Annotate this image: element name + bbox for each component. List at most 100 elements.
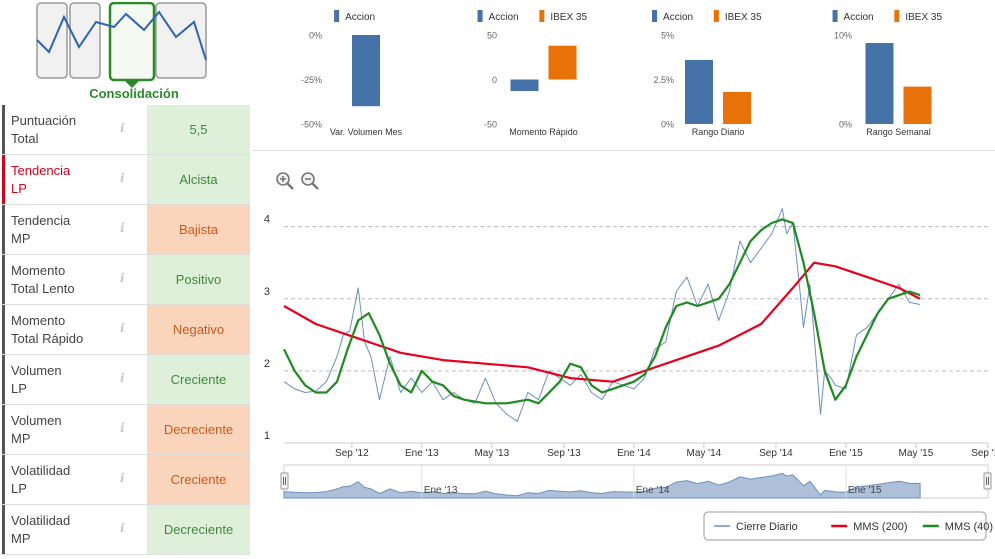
indicator-label-line1: Momento bbox=[11, 263, 66, 278]
legend-label: IBEX 35 bbox=[905, 12, 942, 23]
row-divider bbox=[2, 554, 250, 555]
indicator-label: Volumen LP bbox=[2, 355, 146, 404]
bar-ibex-35 bbox=[548, 45, 577, 80]
indicator-label: Momento Total Rápido bbox=[2, 305, 146, 354]
legend-label: Accion bbox=[489, 12, 519, 23]
indicator-label: Volatilidad LP bbox=[2, 455, 146, 504]
bar-ibex-35 bbox=[723, 91, 751, 124]
indicator-row: Volatilidad LP i Creciente bbox=[2, 455, 250, 505]
legend-label[interactable]: Cierre Diario bbox=[736, 521, 798, 533]
indicator-label-line1: Volatilidad bbox=[11, 513, 71, 528]
indicator-value: Decreciente bbox=[147, 505, 250, 554]
y-tick-label: 10% bbox=[834, 31, 852, 41]
indicator-row: Volumen MP i Decreciente bbox=[2, 405, 250, 455]
indicator-label: Momento Total Lento bbox=[2, 255, 146, 304]
x-tick-label: Sep '12 bbox=[335, 448, 369, 459]
y-tick-label: 0 bbox=[492, 75, 497, 85]
legend-label: Accion bbox=[663, 12, 693, 23]
indicator-label-line1: Volumen bbox=[11, 413, 62, 428]
legend-swatch bbox=[539, 10, 545, 22]
y-tick-label: 2.5% bbox=[653, 75, 674, 85]
indicator-value: Alcista bbox=[147, 155, 250, 204]
y-tick-label: 3 bbox=[264, 286, 270, 298]
navigator-label: Ene '13 bbox=[424, 485, 458, 496]
indicator-label-line2: LP bbox=[11, 481, 27, 496]
legend-label[interactable]: MMS (200) bbox=[853, 521, 907, 533]
y-tick-label: 5% bbox=[661, 31, 674, 41]
indicator-label-line2: Total Lento bbox=[11, 281, 75, 296]
indicator-label: Tendencia LP bbox=[2, 155, 146, 204]
indicator-row: Tendencia LP i Alcista bbox=[2, 155, 250, 205]
legend-label[interactable]: MMS (40) bbox=[945, 521, 993, 533]
legend-swatch bbox=[713, 10, 719, 22]
bar-accion bbox=[510, 79, 539, 92]
row-divider bbox=[2, 254, 250, 255]
y-tick-label: 0% bbox=[839, 120, 852, 130]
indicator-row: Volumen LP i Creciente bbox=[2, 355, 250, 405]
row-divider bbox=[2, 154, 250, 155]
zoom-out-icon[interactable] bbox=[300, 171, 320, 191]
indicator-label-line2: Total bbox=[11, 131, 39, 146]
mini-bar-chart: Accion IBEX 35 10% 0% Rango Semanal bbox=[832, 10, 942, 137]
navigator-series bbox=[283, 472, 921, 499]
y-tick-label: 0% bbox=[309, 31, 322, 41]
info-icon[interactable]: i bbox=[120, 121, 125, 135]
indicator-label-line2: MP bbox=[11, 531, 31, 546]
x-tick-label: Sep '13 bbox=[547, 448, 581, 459]
mini-bar-chart: Accion IBEX 35 5% 2.5% 0% Rango Diario bbox=[652, 10, 762, 137]
legend-label: Accion bbox=[844, 12, 874, 23]
mini-bar-chart: Accion 0% -25% -50% Var. Volumen Mes bbox=[301, 10, 403, 137]
info-icon[interactable]: i bbox=[120, 221, 125, 235]
y-tick-label: 50 bbox=[487, 31, 497, 41]
row-divider bbox=[2, 354, 250, 355]
mini-bar-chart: Accion IBEX 35 50 0 -50 Momento Rápido bbox=[477, 10, 587, 137]
legend-label: IBEX 35 bbox=[725, 12, 762, 23]
indicator-label-line2: LP bbox=[11, 381, 27, 396]
indicator-row: Momento Total Lento i Positivo bbox=[2, 255, 250, 305]
row-divider bbox=[2, 504, 250, 505]
row-divider bbox=[2, 204, 250, 205]
row-divider bbox=[2, 404, 250, 405]
indicator-value: Negativo bbox=[147, 305, 250, 354]
y-tick-label: 2 bbox=[264, 358, 270, 370]
y-tick-label: -50% bbox=[301, 120, 322, 130]
legend-label: IBEX 35 bbox=[550, 12, 587, 23]
indicator-label-line2: MP bbox=[11, 231, 31, 246]
indicator-value: 5,5 bbox=[147, 105, 250, 154]
navigator-label: Ene '15 bbox=[848, 485, 882, 496]
info-icon[interactable]: i bbox=[120, 271, 125, 285]
y-tick-label: 0% bbox=[661, 120, 674, 130]
logo-label: Consolidación bbox=[89, 86, 179, 101]
indicator-value: Positivo bbox=[147, 255, 250, 304]
legend-label: Accion bbox=[345, 12, 375, 23]
price-chart: 1 2 3 4 Sep '12 Ene '13 May '13 Sep '13 Ene '14 M… bbox=[264, 208, 995, 541]
x-tick-label: May '13 bbox=[474, 448, 509, 459]
info-icon[interactable]: i bbox=[120, 321, 125, 335]
info-icon[interactable]: i bbox=[120, 521, 125, 535]
x-tick-label: May '15 bbox=[899, 448, 934, 459]
y-tick-label: -50 bbox=[484, 120, 497, 130]
zoom-in-icon[interactable] bbox=[275, 171, 295, 191]
indicator-row: Volatilidad MP i Decreciente bbox=[2, 505, 250, 555]
indicator-label-line2: MP bbox=[11, 431, 31, 446]
navigator-handle-left[interactable] bbox=[280, 472, 289, 490]
navigator-handle-right[interactable] bbox=[983, 472, 992, 490]
chart-title: Var. Volumen Mes bbox=[330, 127, 403, 137]
indicator-label: Volumen MP bbox=[2, 405, 146, 454]
indicator-value: Creciente bbox=[147, 355, 250, 404]
row-divider bbox=[2, 454, 250, 455]
indicator-label-line1: Volatilidad bbox=[11, 463, 71, 478]
chart-title: Momento Rápido bbox=[509, 127, 578, 137]
indicator-row: Tendencia MP i Bajista bbox=[2, 205, 250, 255]
info-icon[interactable]: i bbox=[120, 371, 125, 385]
mini-chart-volumen: Accion 0% -25% -50% Var. Volumen Mes bbox=[270, 0, 440, 150]
info-icon[interactable]: i bbox=[120, 471, 125, 485]
indicator-label: Tendencia MP bbox=[2, 205, 146, 254]
info-icon[interactable]: i bbox=[120, 171, 125, 185]
chart-title: Rango Diario bbox=[692, 127, 745, 137]
indicator-value: Bajista bbox=[147, 205, 250, 254]
x-tick-label: Ene '14 bbox=[617, 448, 651, 459]
info-icon[interactable]: i bbox=[120, 421, 125, 435]
indicator-label-line1: Tendencia bbox=[11, 163, 71, 178]
series-mms-40 bbox=[283, 218, 921, 405]
